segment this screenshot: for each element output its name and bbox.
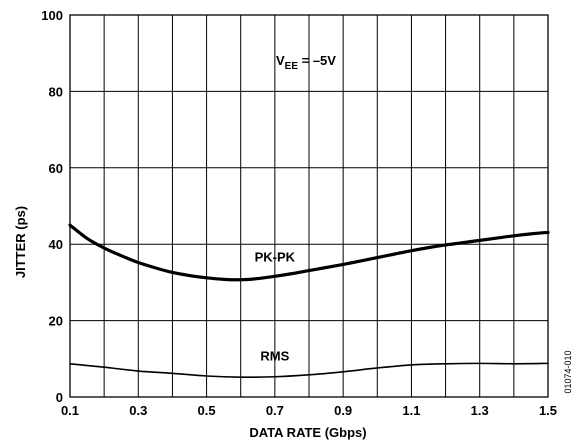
y-tick-label: 60 (49, 161, 63, 176)
y-axis-title: JITTER (ps) (13, 206, 28, 278)
y-tick-label: 0 (56, 390, 63, 405)
x-tick-label: 0.7 (266, 403, 284, 418)
vee-annotation-subscript: EE (285, 61, 299, 72)
figure-id: 01074-010 (563, 350, 573, 393)
y-tick-label: 40 (49, 237, 63, 252)
y-tick-label: 80 (49, 84, 63, 99)
vee-annotation-prefix: V (276, 53, 285, 68)
vee-annotation: VEE = –5V (276, 53, 336, 72)
y-tick-labels: 0 20 40 60 80 100 (41, 8, 63, 405)
x-tick-label: 0.1 (61, 403, 79, 418)
x-tick-label: 1.3 (471, 403, 489, 418)
series-line-pk-pk (68, 223, 550, 282)
y-tick-label: 20 (49, 314, 63, 329)
x-tick-label: 0.9 (334, 403, 352, 418)
grid (70, 15, 548, 397)
x-tick-label: 0.5 (198, 403, 216, 418)
series-labels: PK-PK RMS (255, 249, 296, 363)
vee-annotation-suffix: = –5V (298, 53, 336, 68)
x-tick-label: 1.5 (539, 403, 557, 418)
y-tick-label: 100 (41, 8, 63, 23)
x-axis-title: DATA RATE (Gbps) (249, 425, 366, 440)
series-label-rms: RMS (260, 349, 289, 364)
x-tick-labels: 0.1 0.3 0.5 0.7 0.9 1.1 1.3 1.5 (61, 403, 557, 418)
data-series (68, 223, 550, 378)
x-tick-label: 1.1 (402, 403, 420, 418)
series-line-rms (69, 362, 549, 378)
series-label-pk-pk: PK-PK (255, 249, 296, 264)
plot-frame (69, 14, 549, 398)
x-tick-label: 0.3 (129, 403, 147, 418)
